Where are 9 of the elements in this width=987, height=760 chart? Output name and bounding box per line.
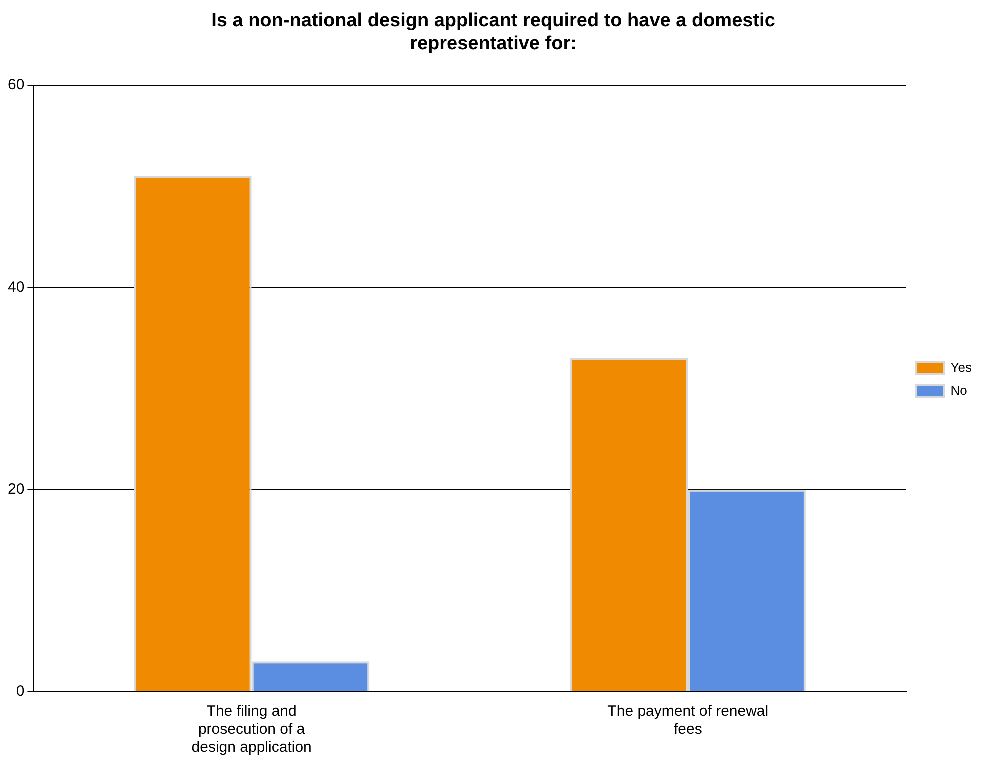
y-tick-label: 60 [8, 76, 25, 94]
legend-label: No [950, 383, 968, 398]
x-tick-label: The filing and prosecution of a design application [192, 703, 312, 756]
chart-title: Is a non-national design applicant required to have a domestic representative for: [212, 10, 776, 54]
y-tick-label: 20 [8, 481, 25, 498]
legend-label: Yes [950, 360, 972, 376]
y-tick-label: 0 [16, 683, 25, 700]
y-tick-label: 40 [8, 278, 25, 296]
x-tick-label: The payment of renewal fees [608, 703, 769, 738]
